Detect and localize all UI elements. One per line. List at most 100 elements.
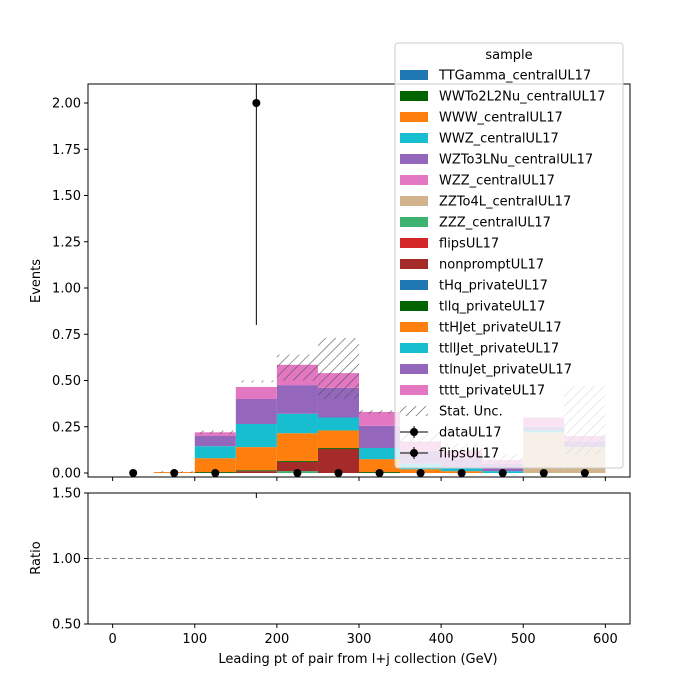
legend-label: ttHJet_privateUL17	[439, 321, 562, 336]
y-tick-label: 0.00	[52, 467, 81, 482]
data-point-5	[334, 469, 343, 477]
stack-bar-ttllJet_privateUL17-bin-3	[235, 423, 277, 448]
y-tick-label: 1.75	[52, 143, 81, 158]
legend-label: TTGamma_centralUL17	[438, 69, 591, 84]
legend-entry-dataUL17: dataUL17	[400, 426, 502, 441]
y-tick-label: 0.75	[52, 328, 81, 343]
x-tick-label: 0	[108, 632, 116, 647]
legend-entry-WZZ_centralUL17: WZZ_centralUL17	[400, 174, 555, 189]
legend-swatch	[400, 280, 428, 290]
legend-swatch	[400, 364, 428, 374]
x-tick-label: 100	[182, 632, 207, 647]
ratio-y-tick-label: 1.00	[52, 552, 81, 567]
y-tick-label: 1.00	[52, 282, 81, 297]
stack-bar-ttlnuJet_privateUL17-bin-2	[194, 436, 236, 447]
stack-bar-ttHJet_privateUL17-bin-2	[194, 458, 236, 473]
legend-swatch	[400, 238, 428, 248]
y-tick-label: 1.25	[52, 235, 81, 250]
legend-entry-ttllJet_privateUL17: ttllJet_privateUL17	[400, 342, 559, 357]
data-point-6	[375, 469, 384, 477]
x-tick-label: 600	[593, 632, 618, 647]
data-point-2	[211, 469, 220, 477]
data-point-10	[539, 469, 548, 477]
y-axis-title: Events	[29, 259, 44, 303]
legend-label: dataUL17	[439, 426, 502, 441]
data-point-9	[498, 469, 507, 477]
stack-bar-ttlnuJet_privateUL17-bin-6	[359, 425, 401, 449]
legend-entry-nonpromptUL17: nonpromptUL17	[400, 258, 544, 273]
legend-entry-tttt_privateUL17: tttt_privateUL17	[400, 384, 545, 399]
legend-label: nonpromptUL17	[439, 258, 544, 273]
data-point-11	[580, 469, 589, 477]
legend-entry-WWTo2L2Nu_centralUL17: WWTo2L2Nu_centralUL17	[400, 90, 605, 105]
legend-entry-ttHJet_privateUL17: ttHJet_privateUL17	[400, 321, 562, 336]
legend-label: WZTo3LNu_centralUL17	[439, 153, 593, 168]
ratio-y-axis-title: Ratio	[29, 541, 44, 574]
legend-swatch	[400, 196, 428, 206]
legend-swatch	[400, 259, 428, 269]
y-tick-label: 0.50	[52, 374, 81, 389]
legend-swatch	[400, 301, 428, 311]
legend-entry-flipsUL17: flipsUL17	[400, 447, 499, 462]
legend-label: ttllJet_privateUL17	[439, 342, 559, 357]
y-tick-label: 2.00	[52, 97, 81, 112]
stack-bar-ttHJet_privateUL17-bin-5	[317, 430, 359, 449]
stack-bar-ttllJet_privateUL17-bin-4	[276, 413, 318, 434]
data-point-3	[252, 99, 261, 107]
legend-swatch	[400, 175, 428, 185]
legend-swatch	[400, 385, 428, 395]
legend-label: ZZTo4L_centralUL17	[439, 195, 571, 210]
legend-entry-WWZ_centralUL17: WWZ_centralUL17	[400, 132, 559, 147]
stack-bar-ttHJet_privateUL17-bin-4	[276, 433, 318, 461]
data-point-0	[129, 469, 138, 477]
legend-entry-ttlnuJet_privateUL17: ttlnuJet_privateUL17	[400, 363, 572, 378]
data-point-7	[416, 469, 425, 477]
legend-marker	[410, 449, 418, 457]
data-point-1	[170, 469, 179, 477]
legend-swatch	[400, 91, 428, 101]
legend-swatch	[400, 343, 428, 353]
legend-entry-Stat. Unc.: Stat. Unc.	[400, 405, 503, 420]
stat-unc-bin-5	[317, 337, 359, 399]
legend-swatch-hatch	[400, 406, 428, 416]
legend-entry-ZZTo4L_centralUL17: ZZTo4L_centralUL17	[400, 195, 571, 210]
stat-unc-bin-2	[194, 430, 236, 435]
legend-label: WWZ_centralUL17	[439, 132, 559, 147]
legend-label: ttlnuJet_privateUL17	[439, 363, 572, 378]
legend-label: tHq_privateUL17	[439, 279, 548, 294]
x-axis-title: Leading pt of pair from l+j collection (…	[218, 652, 497, 667]
legend-swatch	[400, 70, 428, 80]
legend-entry-ZZZ_centralUL17: ZZZ_centralUL17	[400, 216, 551, 231]
stack-bar-ttllJet_privateUL17-bin-6	[359, 448, 401, 460]
legend-title: sample	[485, 48, 532, 63]
ratio-y-tick-label: 1.50	[52, 487, 81, 502]
legend-label: Stat. Unc.	[439, 405, 503, 420]
legend-swatch	[400, 322, 428, 332]
ratio-y-tick-label: 0.50	[52, 618, 81, 633]
legend-entry-tllq_privateUL17: tllq_privateUL17	[400, 300, 545, 315]
legend-label: WZZ_centralUL17	[439, 174, 555, 189]
stack-bar-tllq_privateUL17-bin-5	[317, 448, 359, 449]
legend-swatch	[400, 133, 428, 143]
x-tick-label: 300	[347, 632, 372, 647]
stack-bar-ttHJet_privateUL17-bin-6	[359, 459, 401, 473]
legend-swatch	[400, 154, 428, 164]
stack-bar-ttllJet_privateUL17-bin-5	[317, 417, 359, 431]
stack-bar-nonpromptUL17-bin-4	[276, 461, 318, 472]
stack-bar-ttlnuJet_privateUL17-bin-3	[235, 399, 277, 424]
stack-bar-nonpromptUL17-bin-5	[317, 448, 359, 473]
stack-bar-ttllJet_privateUL17-bin-2	[194, 446, 236, 459]
legend-entry-tHq_privateUL17: tHq_privateUL17	[400, 279, 548, 294]
legend: sample TTGamma_centralUL17 WWTo2L2Nu_cent…	[394, 42, 624, 469]
x-tick-label: 400	[429, 632, 454, 647]
legend-label: WWTo2L2Nu_centralUL17	[439, 90, 605, 105]
legend-label: tllq_privateUL17	[439, 300, 545, 315]
stack-bar-ttlnuJet_privateUL17-bin-4	[276, 385, 318, 414]
legend-label: ZZZ_centralUL17	[439, 216, 551, 231]
stack-bar-ttHJet_privateUL17-bin-3	[235, 447, 277, 471]
x-tick-label: 200	[264, 632, 289, 647]
x-tick-label: 500	[511, 632, 536, 647]
stack-bar-tllq_privateUL17-bin-4	[276, 460, 318, 462]
legend-swatch	[400, 112, 428, 122]
